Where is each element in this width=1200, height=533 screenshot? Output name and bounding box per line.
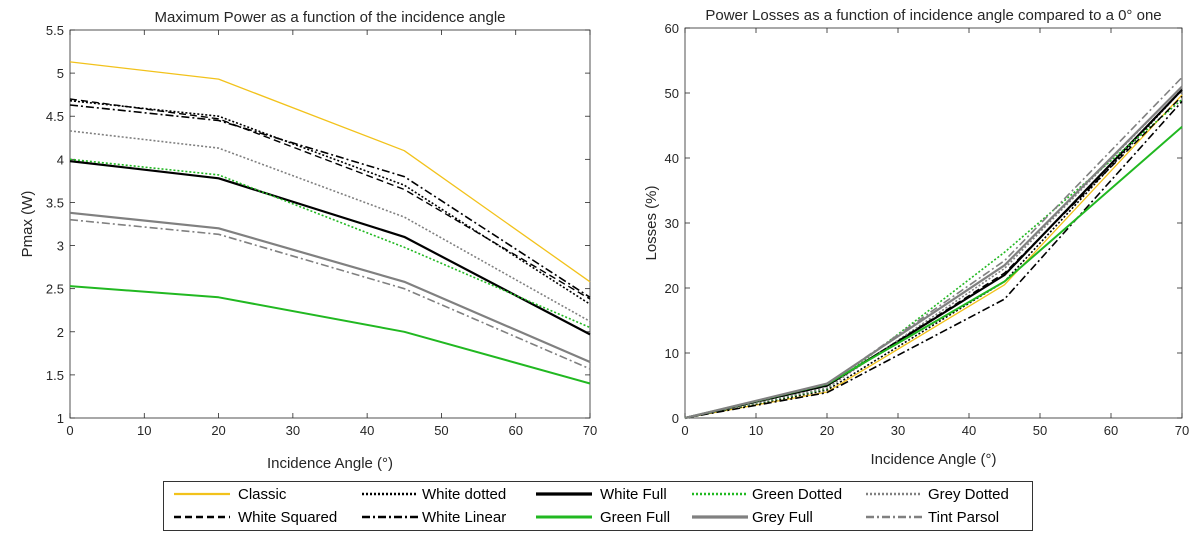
chart-title: Maximum Power as a function of the incid… (154, 9, 505, 26)
legend: Classic White dotted White Full Green Do… (163, 481, 1033, 531)
x-tick-label: 40 (360, 423, 374, 438)
series-line-grey-full (684, 85, 1183, 420)
legend-label-white-dotted: White dotted (422, 486, 507, 503)
y-tick-label: 50 (665, 86, 679, 101)
legend-label-white-squared: White Squared (238, 509, 338, 526)
legend-label-tint-parsol: Tint Parsol (928, 509, 1000, 526)
y-tick-label: 4.5 (46, 109, 64, 124)
series-line-white-full (69, 160, 591, 336)
series-line-tint-parsol (69, 218, 591, 370)
legend-swatch-green-full (536, 515, 592, 519)
y-tick-label: 40 (665, 151, 679, 166)
y-tick-label: 2.5 (46, 282, 64, 297)
y-tick-label: 60 (665, 21, 679, 36)
x-tick-label: 40 (962, 423, 976, 438)
legend-label-grey-dotted: Grey Dotted (928, 486, 1009, 503)
x-tick-label: 50 (434, 423, 448, 438)
legend-swatch-tint-parsol (866, 515, 922, 519)
y-tick-label: 5.5 (46, 23, 64, 38)
series-line-grey-full (69, 211, 591, 364)
y-tick-label: 3 (57, 239, 64, 254)
chart-2: 0 10 20 30 40 50 60 70 0 10 20 30 40 50 60 Power Losses… (643, 7, 1189, 468)
x-axis-label: Incidence Angle (°) (267, 455, 393, 472)
series-line-green-full (69, 285, 591, 385)
x-tick-label: 50 (1033, 423, 1047, 438)
legend-label-white-linear: White Linear (422, 509, 507, 526)
legend-label-classic: Classic (238, 486, 287, 503)
y-tick-label: 3.5 (46, 195, 64, 210)
chart-1: 0 10 20 30 40 50 60 70 1 1.5 2 2.5 3 3.5 4 4.5 5 5.5 Maxim… (19, 9, 597, 472)
legend-label-green-dotted: Green Dotted (752, 486, 843, 503)
plot-area (69, 29, 591, 419)
x-tick-label: 10 (749, 423, 763, 438)
figure: 0 10 20 30 40 50 60 70 1 1.5 2 2.5 3 3.5 4 4.5 5 5.5 Maxim… (19, 7, 1189, 472)
x-tick-label: 30 (891, 423, 905, 438)
x-tick-label: 60 (1104, 423, 1118, 438)
chart-title: Power Losses as a function of incidence … (705, 7, 1161, 24)
legend-swatch-white-linear (362, 515, 418, 519)
series-line-grey-dotted (69, 130, 591, 323)
legend-swatch-white-dotted (362, 492, 418, 496)
y-tick-label: 5 (57, 66, 64, 81)
series-line-classic (684, 94, 1183, 419)
y-tick-label: 1.5 (46, 368, 64, 383)
legend-swatch-white-full (536, 492, 592, 496)
y-tick-label: 0 (672, 411, 679, 426)
y-tick-label: 2 (57, 325, 64, 340)
x-tick-label: 0 (66, 423, 73, 438)
legend-swatch-white-squared (174, 515, 230, 519)
x-tick-label: 60 (508, 423, 522, 438)
series-line-grey-dotted (684, 85, 1183, 419)
legend-swatch-grey-dotted (866, 492, 922, 496)
legend-swatch-grey-full (692, 515, 748, 519)
y-tick-label: 30 (665, 216, 679, 231)
legend-label-white-full: White Full (600, 486, 667, 503)
legend-swatch-classic (174, 492, 230, 496)
plot-area (684, 27, 1183, 419)
x-tick-label: 20 (820, 423, 834, 438)
y-tick-label: 20 (665, 281, 679, 296)
series-line-classic (69, 61, 591, 283)
y-tick-label: 1 (57, 411, 64, 426)
legend-label-green-full: Green Full (600, 509, 671, 526)
x-tick-label: 70 (583, 423, 597, 438)
x-tick-label: 70 (1175, 423, 1189, 438)
x-tick-label: 30 (286, 423, 300, 438)
series-line-white-squared (69, 98, 591, 300)
series-line-white-linear (684, 100, 1183, 419)
legend-label-grey-full: Grey Full (752, 509, 813, 526)
x-tick-label: 0 (681, 423, 688, 438)
legend-swatch-green-dotted (692, 492, 748, 496)
y-axis-label: Losses (%) (643, 185, 660, 260)
y-axis-label: Pmax (W) (19, 191, 36, 258)
series-line-white-linear (69, 104, 591, 298)
x-tick-label: 20 (211, 423, 225, 438)
y-tick-label: 10 (665, 346, 679, 361)
x-tick-label: 10 (137, 423, 151, 438)
y-tick-label: 4 (57, 152, 64, 167)
x-axis-label: Incidence Angle (°) (870, 451, 996, 468)
series-line-green-dotted (69, 158, 591, 329)
